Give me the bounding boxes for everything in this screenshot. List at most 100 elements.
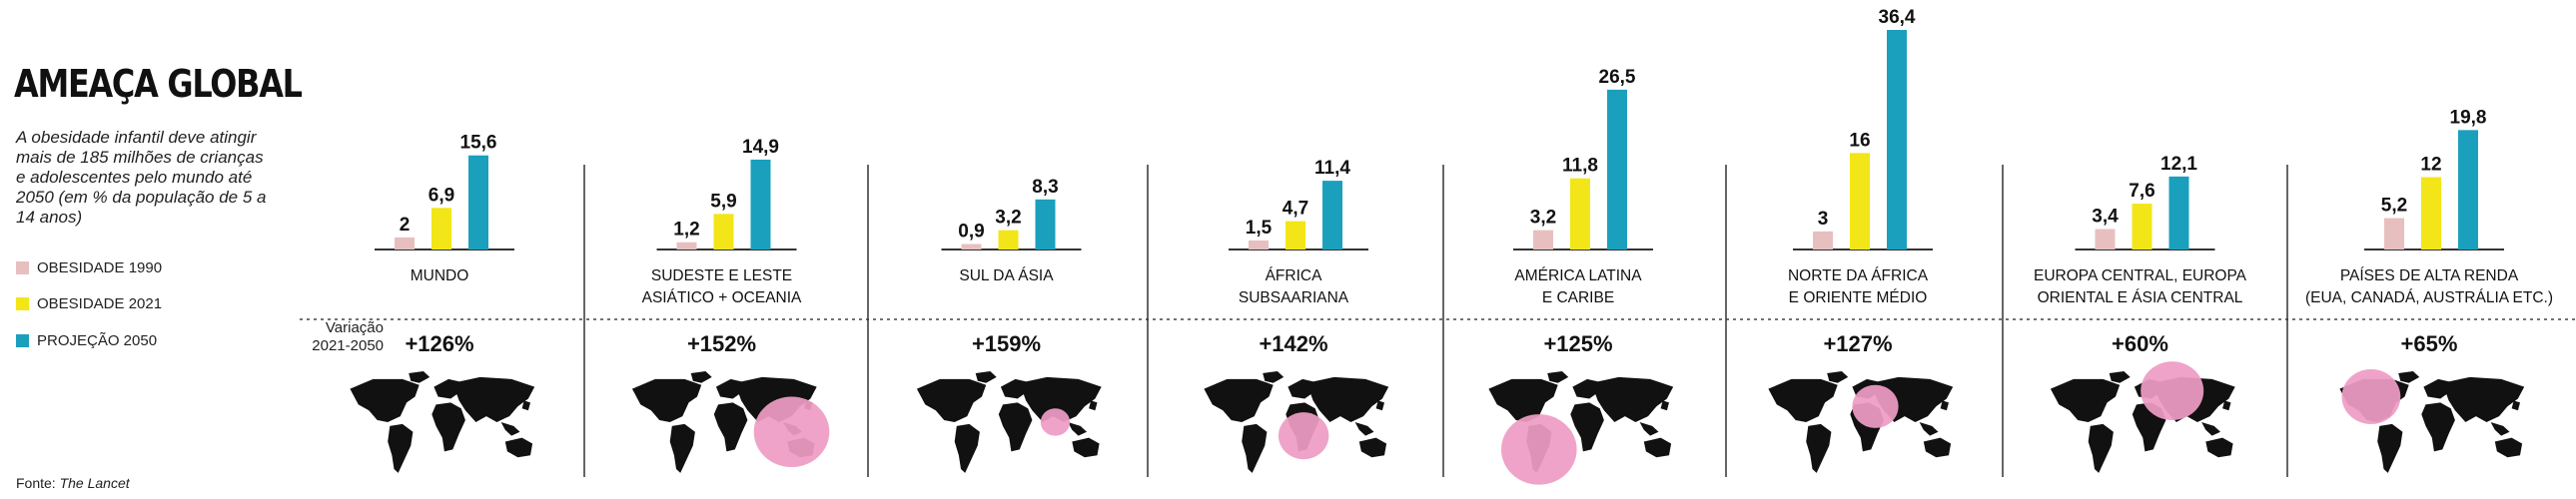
map-landmass-2-3 (669, 423, 695, 473)
map-landmass-1-1 (350, 378, 420, 422)
map-landmass-7-2 (2109, 371, 2131, 383)
map-landmass-6-8 (1923, 437, 1952, 458)
map-landmass-3-1 (916, 378, 987, 422)
legend-label-1990: OBESIDADE 1990 (37, 258, 163, 276)
legend-swatch-1990 (16, 260, 29, 274)
source-prefix: Fonte: (16, 475, 60, 491)
map-landmass-2-1 (631, 378, 702, 422)
bar-2-2 (713, 214, 734, 250)
value-label-5-1: 3,2 (1530, 208, 1556, 229)
region-label-2-2: ASIÁTICO + OCEANIA (642, 289, 802, 306)
bar-5-3 (1607, 89, 1627, 250)
legend-swatch-2050 (16, 333, 29, 347)
bar-5-2 (1570, 178, 1590, 250)
region-label-3-1: SUL DA ÁSIA (959, 267, 1054, 284)
value-label-1-1: 2 (400, 215, 411, 236)
variation-label: Variação 2021-2050 (312, 319, 384, 354)
legend-label-2021: OBESIDADE 2021 (37, 294, 163, 312)
map-landmass-3-8 (1072, 437, 1100, 458)
map-landmass-5-7 (1639, 421, 1659, 436)
map-landmass-1-2 (409, 371, 430, 383)
map-landmass-7-9 (2222, 400, 2231, 411)
region-label-6-2: E ORIENTE MÉDIO (1789, 289, 1928, 306)
bar-5-1 (1533, 230, 1553, 250)
value-label-7-1: 3,4 (2092, 206, 2119, 227)
variation-value-4: +142% (1259, 331, 1327, 356)
value-label-6-2: 16 (1849, 130, 1870, 151)
map-landmass-4-2 (1263, 371, 1285, 383)
region-highlight-4 (1278, 412, 1329, 460)
map-landmass-1-7 (500, 421, 520, 436)
map-landmass-3-9 (1089, 400, 1098, 411)
map-landmass-2-2 (690, 371, 712, 383)
map-landmass-6-7 (1919, 421, 1939, 436)
map-landmass-7-3 (2088, 423, 2114, 473)
map-landmass-7-1 (2050, 378, 2121, 422)
region-label-4-2: SUBSAARIANA (1239, 289, 1349, 306)
map-landmass-3-3 (954, 423, 980, 473)
region-highlight-7 (2141, 361, 2204, 420)
bar-6-3 (1887, 30, 1907, 250)
legend-swatch-2021 (16, 296, 29, 310)
chart-title: AMEAÇA GLOBAL (14, 62, 303, 106)
map-landmass-4-6 (1306, 376, 1389, 422)
bar-8-1 (2384, 218, 2404, 250)
bar-4-1 (1249, 240, 1269, 250)
map-landmass-5-5 (1570, 402, 1604, 452)
region-label-5-1: AMÉRICA LATINA (1514, 267, 1642, 284)
map-landmass-6-9 (1940, 400, 1949, 411)
variation-value-1: +126% (405, 331, 473, 356)
region-label-6-1: NORTE DA ÁFRICA (1788, 267, 1929, 284)
variation-value-5: +125% (1543, 331, 1612, 356)
legend-item-2021: OBESIDADE 2021 (16, 293, 162, 313)
region-highlight-8 (2341, 369, 2401, 424)
bar-6-1 (1813, 231, 1833, 250)
map-landmass-6-3 (1806, 423, 1832, 473)
bar-3-3 (1035, 199, 1056, 250)
map-landmass-3-2 (975, 371, 997, 383)
world-map-2 (631, 371, 830, 473)
map-landmass-4-7 (1354, 421, 1374, 436)
value-label-3-1: 0,9 (958, 222, 984, 243)
region-highlight-3 (1040, 408, 1071, 436)
value-label-4-2: 4,7 (1283, 199, 1308, 220)
region-highlight-6 (1852, 384, 1899, 428)
map-landmass-5-8 (1643, 437, 1672, 458)
map-landmass-7-7 (2201, 421, 2220, 436)
value-label-3-2: 3,2 (995, 208, 1021, 229)
map-landmass-8-5 (2421, 402, 2455, 452)
bar-1-1 (395, 237, 415, 250)
bar-3-2 (998, 230, 1019, 250)
bar-3-1 (961, 244, 982, 250)
value-label-8-1: 5,2 (2381, 196, 2407, 217)
map-landmass-2-6 (734, 376, 817, 422)
map-landmass-8-6 (2442, 376, 2525, 422)
value-label-6-3: 36,4 (1879, 7, 1916, 28)
world-map-5 (1488, 371, 1674, 485)
variation-value-6: +127% (1823, 331, 1892, 356)
value-label-7-2: 7,6 (2129, 181, 2154, 202)
map-landmass-8-2 (2398, 371, 2420, 383)
value-label-4-1: 1,5 (1246, 218, 1273, 239)
value-label-1-2: 6,9 (429, 185, 454, 206)
map-landmass-8-8 (2494, 437, 2523, 458)
bar-4-2 (1286, 221, 1305, 250)
region-label-7-1: EUROPA CENTRAL, EUROPA (2034, 267, 2247, 284)
variation-value-7: +60% (2112, 331, 2168, 356)
legend-label-2050: PROJEÇÃO 2050 (37, 331, 158, 349)
legend-item-1990: OBESIDADE 1990 (16, 257, 162, 277)
map-landmass-6-1 (1768, 378, 1838, 422)
variation-value-3: +159% (972, 331, 1041, 356)
map-landmass-8-7 (2490, 421, 2510, 436)
map-landmass-4-3 (1242, 423, 1268, 473)
map-landmass-6-2 (1827, 371, 1849, 383)
map-landmass-4-1 (1204, 378, 1274, 422)
map-landmass-3-5 (998, 402, 1033, 452)
map-landmass-1-5 (431, 402, 465, 452)
region-label-8-2: (EUA, CANADÁ, AUSTRÁLIA ETC.) (2305, 289, 2553, 306)
value-label-6-1: 3 (1818, 209, 1829, 230)
bar-8-2 (2421, 177, 2441, 250)
value-label-2-2: 5,9 (710, 191, 736, 212)
value-label-1-3: 15,6 (460, 133, 497, 154)
